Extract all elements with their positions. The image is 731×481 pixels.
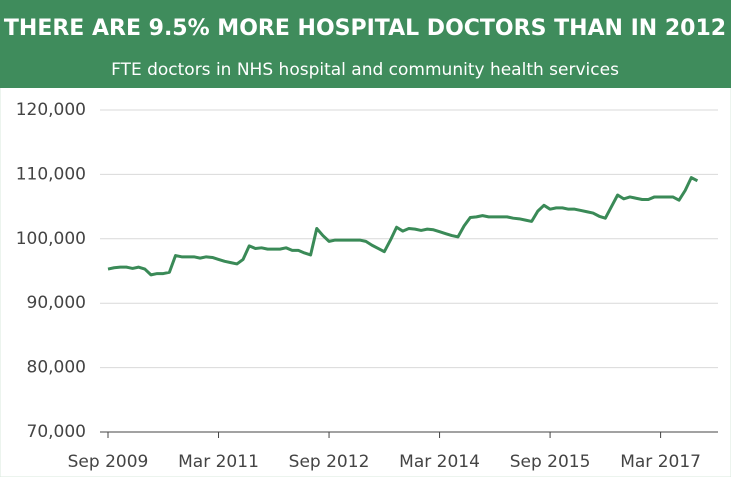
chart-title: THERE ARE 9.5% MORE HOSPITAL DOCTORS THA… [4, 16, 726, 41]
x-tick-label: Mar 2011 [178, 452, 259, 472]
y-tick-label: 70,000 [27, 422, 86, 442]
data-line [107, 176, 699, 277]
y-tick-label: 100,000 [16, 229, 86, 249]
chart-subtitle: FTE doctors in NHS hospital and communit… [111, 60, 619, 80]
y-tick-label: 110,000 [16, 164, 86, 184]
x-tick-label: Sep 2009 [68, 452, 149, 472]
x-tick-label: Sep 2012 [289, 452, 370, 472]
header-band [0, 0, 731, 88]
y-tick-label: 90,000 [27, 293, 86, 313]
y-tick-label: 80,000 [27, 358, 86, 378]
y-tick-label: 120,000 [16, 100, 86, 120]
x-tick-label: Mar 2014 [399, 452, 480, 472]
x-tick-label: Sep 2015 [510, 452, 591, 472]
x-tick-label: Mar 2017 [620, 452, 701, 472]
